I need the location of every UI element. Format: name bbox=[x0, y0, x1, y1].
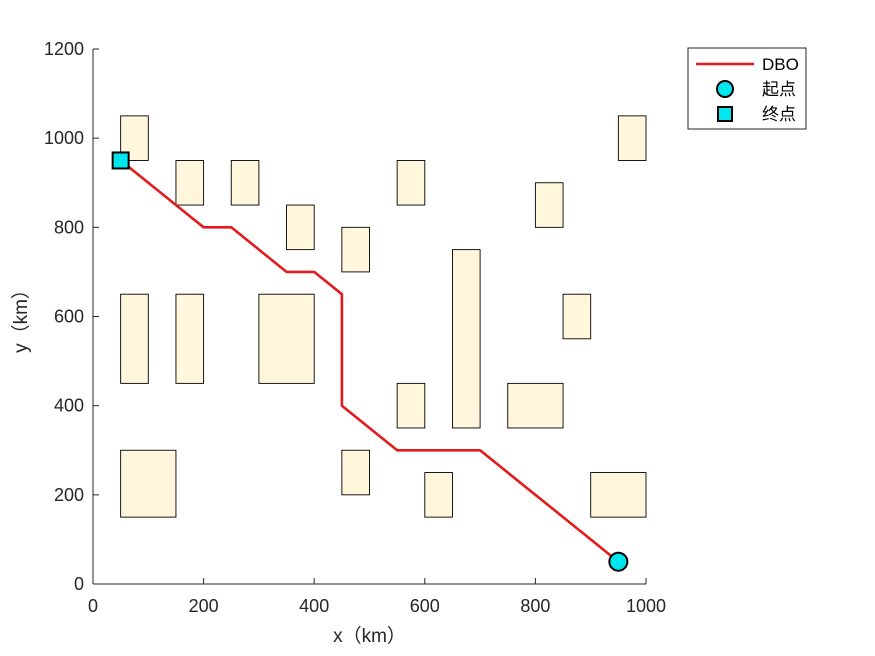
obstacle-19 bbox=[590, 472, 647, 518]
obstacle-18 bbox=[424, 472, 453, 518]
legend-label-start: 起点 bbox=[762, 80, 796, 99]
obstacle-10 bbox=[175, 293, 205, 384]
x-tick-label: 0 bbox=[88, 596, 98, 616]
obstacle-6 bbox=[396, 160, 426, 206]
obstacle-12 bbox=[562, 293, 592, 340]
legend-label-dbo: DBO bbox=[762, 55, 799, 74]
obstacle-7 bbox=[534, 182, 564, 228]
series-layer bbox=[119, 159, 620, 563]
y-tick-label: 600 bbox=[54, 307, 84, 327]
y-tick-label: 800 bbox=[54, 217, 84, 237]
y-tick-label: 1000 bbox=[44, 128, 84, 148]
x-tick-label: 600 bbox=[410, 596, 440, 616]
obstacle-16 bbox=[120, 449, 177, 518]
x-tick-label: 200 bbox=[189, 596, 219, 616]
obstacle-13 bbox=[452, 249, 481, 429]
y-axis-label: y（km） bbox=[10, 280, 32, 353]
obstacle-4 bbox=[286, 204, 315, 251]
markers-layer bbox=[111, 151, 629, 572]
series-line-dbo bbox=[119, 159, 620, 563]
obstacle-9 bbox=[120, 293, 149, 384]
x-tick-label: 400 bbox=[299, 596, 329, 616]
y-tick-label: 400 bbox=[54, 396, 84, 416]
obstacle-3 bbox=[230, 160, 260, 206]
x-axis-label: x（km） bbox=[333, 625, 406, 647]
y-tick-label: 0 bbox=[74, 574, 84, 594]
start-point-marker bbox=[608, 551, 629, 572]
y-tick-label: 200 bbox=[54, 485, 84, 505]
legend: DBO 起点 终点 bbox=[687, 47, 807, 130]
x-tick-label: 1000 bbox=[626, 596, 666, 616]
ticks-layer: 0 200 400 600 800 1000 0 200 400 600 800 1000 1200 bbox=[44, 39, 666, 616]
obstacle-5 bbox=[341, 226, 370, 273]
legend-end-marker-sample bbox=[717, 106, 733, 122]
obstacles-layer bbox=[120, 115, 647, 518]
legend-box bbox=[687, 47, 807, 130]
obstacle-15 bbox=[507, 382, 564, 429]
end-point-marker bbox=[111, 151, 130, 170]
obstacle-17 bbox=[341, 449, 370, 496]
legend-label-end: 终点 bbox=[762, 105, 796, 124]
y-tick-label: 1200 bbox=[44, 39, 84, 59]
obstacle-8 bbox=[617, 115, 647, 161]
x-tick-label: 800 bbox=[520, 596, 550, 616]
obstacle-11 bbox=[258, 293, 315, 384]
obstacle-2 bbox=[175, 160, 205, 206]
obstacle-14 bbox=[396, 382, 426, 429]
legend-start-marker-sample bbox=[716, 80, 734, 98]
